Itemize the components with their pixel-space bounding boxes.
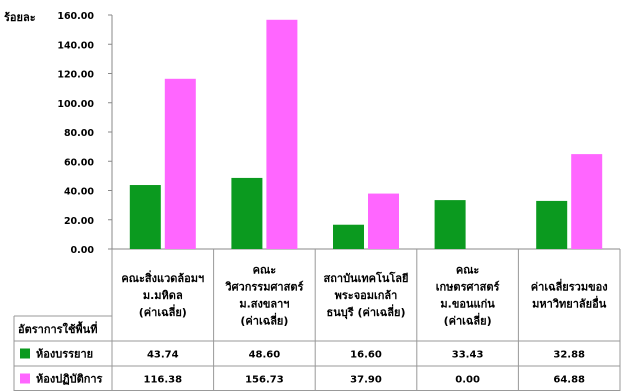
legend-key-1 [20,373,30,384]
y-axis-label: ร้อยละ [4,11,36,24]
table-value: 33.43 [452,350,484,361]
bar-lab-1 [266,19,298,249]
table-header-label: อัตราการใช้พื้นที่ [18,321,97,336]
table-value: 48.60 [249,350,281,361]
bar-lecture-3 [434,200,466,249]
y-tick-label: 80.00 [64,128,94,139]
y-tick-label: 140.00 [57,40,94,51]
x-category-label: สถาบันเทคโนโลยี [324,271,409,285]
table-value: 64.88 [553,375,585,386]
x-category-label: เกษตรศาสตร์ [436,281,500,294]
x-category-label: (ค่าเฉลี่ย) [240,313,288,328]
x-category-label: ม.มหิดล [143,289,183,302]
legend-label: ห้องปฏิบัติการ [36,373,103,386]
bar-lab-0 [164,78,196,249]
x-category-label: มหาวิทยาลัยอื่น [532,296,607,311]
y-tick-label: 40.00 [64,187,94,198]
x-category-label: (ค่าเฉลี่ย) [444,313,492,328]
y-tick-label: 60.00 [64,157,94,168]
x-category-label: ธนบุรี (ค่าเฉลี่ย) [327,304,406,320]
bar-lecture-4 [536,200,568,249]
y-tick-label: 100.00 [57,99,94,110]
table-value: 156.73 [245,375,284,386]
x-category-label: ม.ขอนแก่น [440,298,495,311]
x-category-label: วิศวกรรมศาสตร์ [225,281,304,294]
table-value: 32.88 [553,350,585,361]
legend-label: ห้องบรรยาย [36,348,93,361]
x-category-label: พระจอมเกล้า [335,289,398,302]
table-value: 16.60 [350,350,382,361]
y-tick-label: 120.00 [57,70,94,81]
table-value: 116.38 [144,375,183,386]
x-category-label: คณะ [456,264,480,277]
bar-lecture-1 [231,177,263,249]
x-category-label: ม.สงขลาฯ [239,298,289,311]
bar-lab-4 [571,154,603,249]
y-tick-label: 160.00 [57,11,94,22]
x-category-label: ค่าเฉลี่ยรวมของ [531,279,608,294]
x-category-label: คณะ [253,264,277,277]
table-value: 43.74 [147,350,179,361]
bar-lecture-0 [129,185,161,249]
x-category-label: คณะสิ่งแวดล้อมฯ [121,270,204,285]
x-category-label: (ค่าเฉลี่ย) [139,304,187,319]
table-value: 0.00 [455,375,480,386]
bar-lab-2 [368,193,399,249]
y-tick-label: 20.00 [64,216,94,227]
table-value: 37.90 [350,375,382,386]
y-tick-label: 0.00 [71,245,95,256]
legend-key-0 [20,348,30,359]
bar-lecture-2 [333,224,364,249]
